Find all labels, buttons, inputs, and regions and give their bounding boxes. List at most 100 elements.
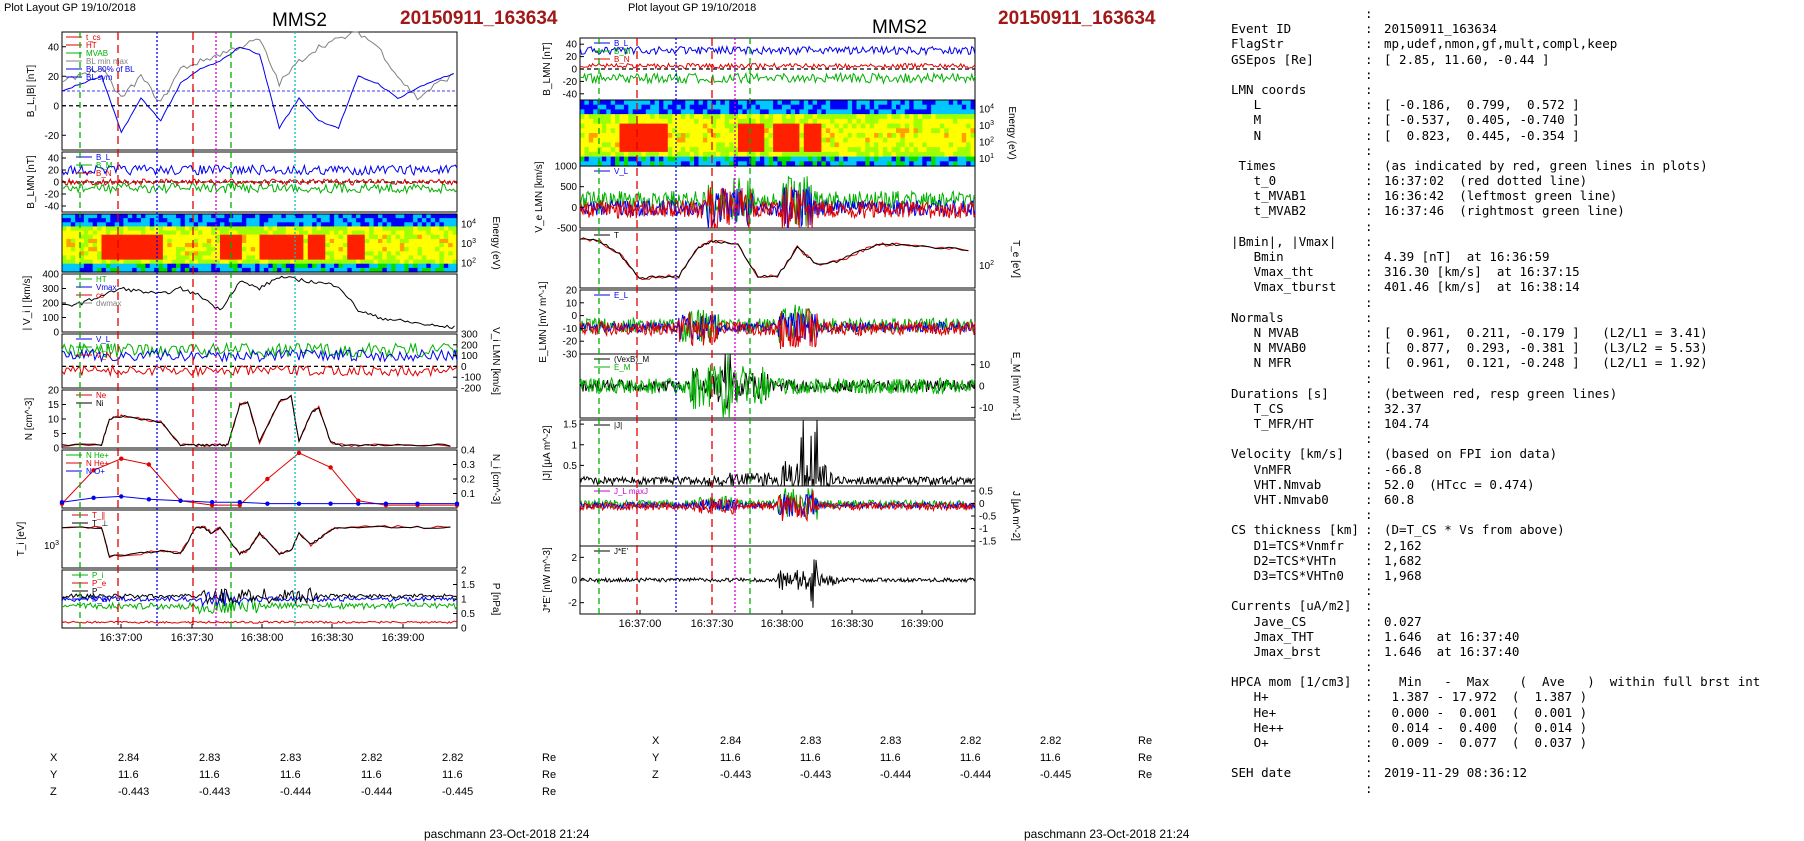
summary-line: : (1225, 295, 1800, 310)
y-tick-label: -30 (563, 350, 578, 361)
series-line (61, 348, 458, 363)
summary-line: : (1225, 750, 1800, 765)
summary-line: : (1225, 219, 1800, 234)
y-axis-label: Energy (eV) (490, 216, 501, 269)
y-tick-label: 103 (44, 540, 59, 552)
summary-value: 0.014 - 0.400 ( 0.014 ) (1384, 719, 1588, 735)
summary-line: : (1225, 143, 1800, 158)
mid-footer: paschmann 23-Oct-2018 21:24 (1024, 827, 1190, 841)
y-tick-label: 0 (979, 382, 985, 393)
series-line (61, 181, 458, 195)
summary-colon: : (1365, 218, 1373, 234)
summary-colon: : (1365, 36, 1373, 52)
summary-colon: : (1365, 628, 1373, 644)
series-line (579, 419, 976, 488)
y-axis-label: T_e [eV] (1010, 240, 1021, 278)
summary-key: T_MFR/HT (1231, 416, 1314, 432)
x-tick-label: 16:39:00 (382, 632, 425, 644)
legend-entry: P_e (92, 579, 107, 588)
summary-key: Times (1231, 157, 1277, 173)
summary-key: |Bmin|, |Vmax| (1231, 233, 1337, 249)
y-tick-label: 1 (571, 440, 577, 451)
y-tick-label: 20 (48, 166, 60, 177)
y-tick-label: 5 (53, 429, 59, 440)
x-tick-label: 16:38:00 (241, 632, 284, 644)
summary-key: t_0 (1231, 173, 1277, 189)
legend-entry: J_L maxJ (614, 487, 648, 496)
series-line (579, 353, 976, 410)
legend-entry: J*E' (614, 547, 628, 556)
summary-colon: : (1365, 157, 1373, 173)
series-line (61, 620, 458, 624)
y-tick-label: 103 (979, 120, 994, 132)
summary-line: t_MVAB2:16:37:46 (rightmost green line) (1225, 203, 1800, 218)
position-value: -0.445 (1040, 769, 1072, 781)
summary-colon: : (1365, 66, 1373, 82)
x-tick-label: 16:39:00 (901, 618, 944, 630)
summary-colon: : (1365, 446, 1373, 462)
summary-line: N MVAB0: [ 0.877, 0.293, -0.381 ] (L3/L2 … (1225, 340, 1800, 355)
summary-key: Currents [uA/m2] (1231, 598, 1352, 614)
summary-key: M (1231, 112, 1262, 128)
summary-line: D2=TCS*VHTn:1,682 (1225, 553, 1800, 568)
y-tick-label: 200 (42, 299, 59, 310)
y-tick-label: 0 (461, 624, 467, 635)
summary-colon: : (1365, 97, 1373, 113)
legend-entry: B_N (614, 55, 630, 64)
data-point (328, 465, 333, 470)
position-value: 2.82 (1040, 735, 1062, 747)
y-tick-label: -40 (45, 202, 60, 213)
summary-key: D2=TCS*VHTn (1231, 552, 1337, 568)
summary-colon: : (1365, 340, 1373, 356)
y-tick-label: 20 (48, 72, 60, 83)
x-tick-label: 16:37:30 (691, 618, 734, 630)
y-tick-label: 300 (461, 330, 478, 341)
position-value: 2.82 (442, 752, 464, 764)
summary-value: [ 2.85, 11.60, -0.44 ] (1384, 51, 1550, 67)
y-tick-label: 1.5 (461, 580, 475, 591)
summary-key: Vmax_tht (1231, 264, 1314, 280)
summary-line: VHT.Nmvab0:60.8 (1225, 492, 1800, 507)
left-ion-spectrogram (62, 214, 458, 273)
series-line (61, 587, 458, 606)
summary-line: Vmax_tburst:401.46 [km/s] at 16:38:14 (1225, 279, 1800, 294)
summary-value: 0.027 (1384, 613, 1422, 629)
series-line (61, 590, 458, 607)
summary-line: Jmax_brst:1.646 at 16:37:40 (1225, 644, 1800, 659)
summary-key: D1=TCS*Vnmfr (1231, 537, 1344, 553)
y-tick-label: 0 (571, 65, 577, 76)
y-tick-label: -100 (461, 373, 481, 384)
y-tick-label: 400 (42, 270, 59, 281)
y-tick-label: -1 (979, 524, 988, 535)
summary-colon: : (1365, 127, 1373, 143)
y-tick-label: 0.1 (461, 489, 475, 500)
summary-key: GSEpos [Re] (1231, 51, 1314, 67)
summary-line: : (1225, 371, 1800, 386)
panel-frame (61, 389, 458, 449)
summary-colon: : (1365, 704, 1373, 720)
data-point (91, 495, 96, 501)
position-value: 11.6 (1040, 752, 1061, 764)
summary-line: VnMFR: -66.8 (1225, 462, 1800, 477)
mid-position-table: X 2.84 2.83 2.83 2.82 2.82 Re Y 11.6 11.6 11.6 11.6… (620, 735, 1160, 795)
position-unit: Re (542, 786, 557, 798)
y-tick-label: 15 (48, 400, 60, 411)
summary-value: 1.646 at 16:37:40 (1384, 643, 1520, 659)
y-tick-label: 0.5 (461, 609, 475, 620)
left-plot-label: Plot Layout GP 19/10/2018 (4, 2, 136, 14)
summary-value: 60.8 (1384, 492, 1415, 507)
summary-key: O+ (1231, 735, 1269, 750)
summary-line: : (1225, 781, 1800, 796)
summary-key: L (1231, 97, 1262, 113)
position-value: -0.443 (118, 786, 150, 798)
series-line (61, 495, 457, 505)
summary-line: HPCA mom [1/cm3]: Min - Max ( Ave ) with… (1225, 674, 1800, 689)
series-line (61, 275, 455, 330)
summary-value: (between red, resp green lines) (1384, 385, 1618, 401)
summary-colon: : (1365, 552, 1373, 568)
summary-line: Times: (as indicated by red, green lines … (1225, 158, 1800, 173)
summary-line: N MVAB: [ 0.961, 0.211, -0.179 ] (L2/L1 =… (1225, 325, 1800, 340)
x-tick-label: 16:37:30 (171, 632, 214, 644)
series-line (579, 237, 969, 280)
summary-colon: : (1365, 507, 1373, 523)
